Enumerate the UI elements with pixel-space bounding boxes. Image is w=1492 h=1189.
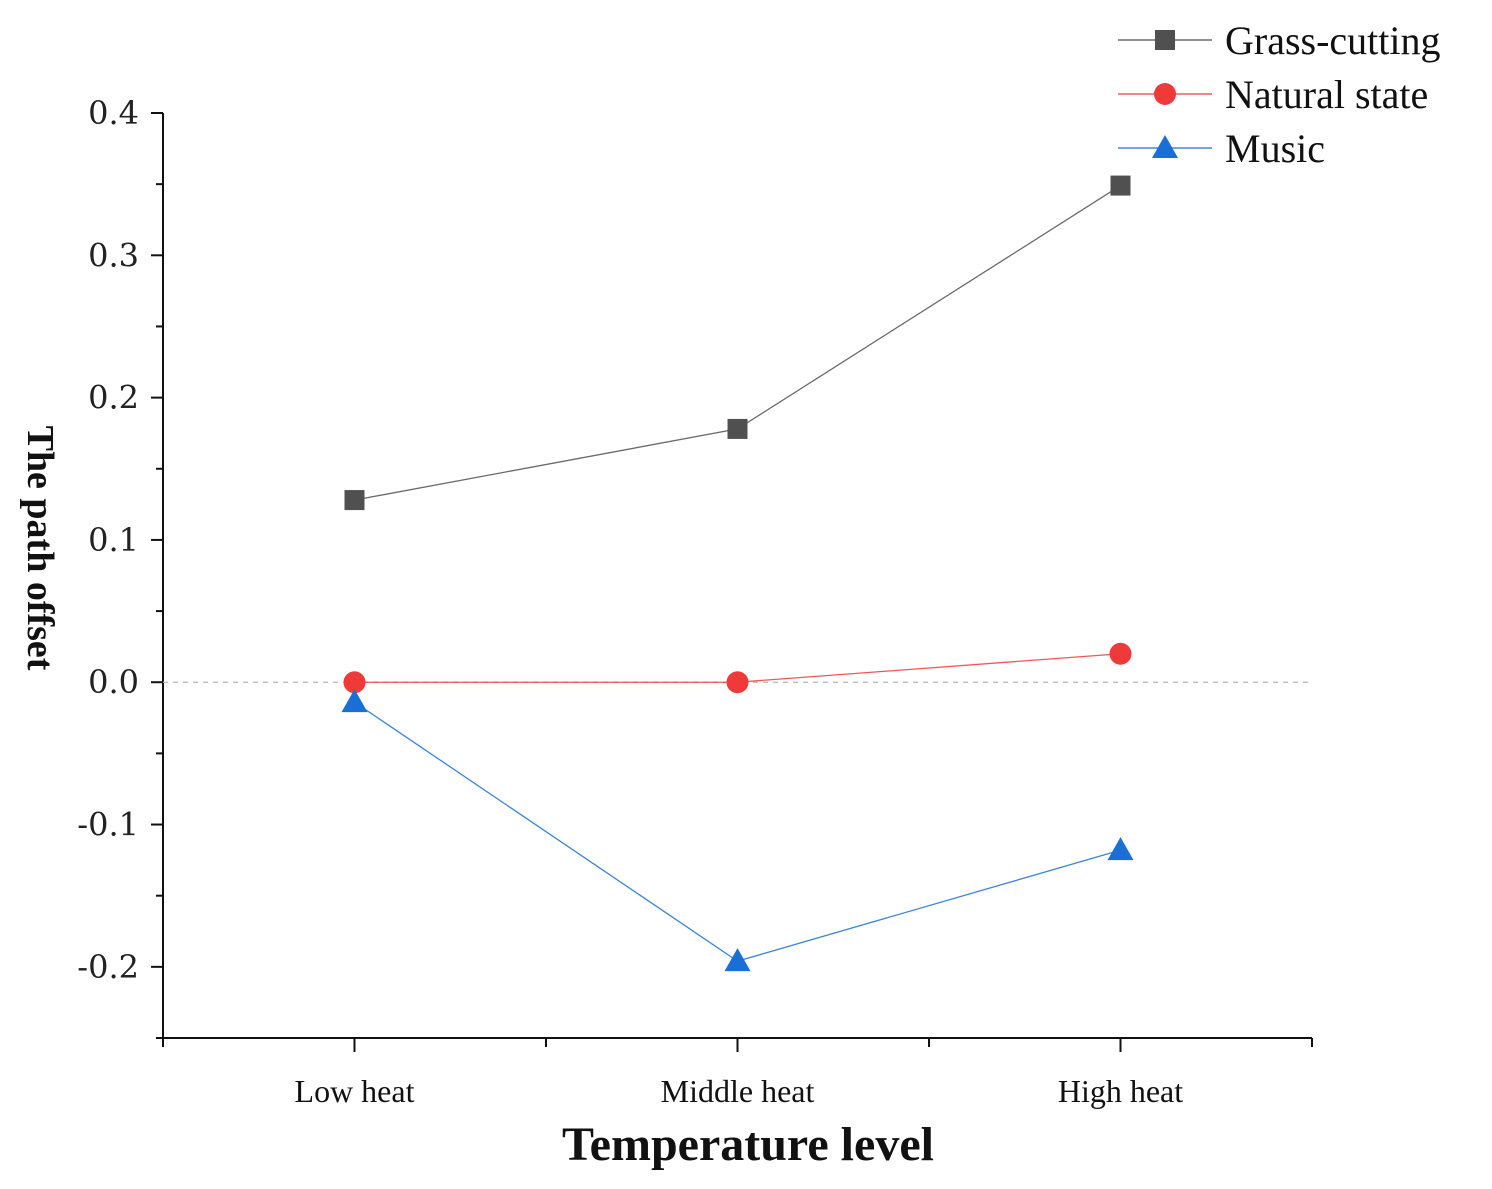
data-point-grass-cutting: [344, 490, 365, 511]
axes: [162, 113, 1312, 1039]
y-axis-title: The path offset: [19, 426, 61, 671]
ticks: -0.2 -0.1 0.0 0.1 0.2 0.3 0.4 Low heat Middle he…: [77, 94, 1313, 1109]
legend-marker-music: [1152, 135, 1178, 158]
y-tick-label: 0.0: [88, 663, 139, 701]
data-point-music: [341, 689, 368, 713]
data-point-grass-cutting: [1110, 175, 1131, 196]
legend-marker-grass-cutting: [1155, 30, 1175, 50]
legend-label-music: Music: [1225, 126, 1325, 171]
y-tick-label: 0.1: [88, 521, 139, 559]
y-tick-label: 0.3: [88, 236, 139, 274]
data-point-natural-state: [1109, 642, 1132, 665]
y-tick-label: -0.2: [77, 948, 139, 986]
x-tick-label: High heat: [1058, 1073, 1183, 1109]
series: [341, 175, 1134, 972]
y-tick-label: 0.2: [88, 379, 139, 417]
series-line-music: [354, 701, 1121, 962]
legend-label-natural-state: Natural state: [1225, 72, 1428, 117]
x-tick-label: Middle heat: [661, 1073, 815, 1109]
legend-label-grass-cutting: Grass-cutting: [1225, 18, 1441, 63]
legend-marker-natural-state: [1154, 83, 1176, 105]
legend: Grass-cutting Natural state Music: [1118, 18, 1441, 171]
x-tick-label: Low heat: [295, 1073, 415, 1109]
x-axis-title: Temperature level: [562, 1118, 934, 1171]
y-tick-label: 0.4: [88, 94, 139, 132]
data-point-music: [724, 948, 751, 972]
series-line-grass-cutting: [354, 185, 1121, 501]
data-point-grass-cutting: [727, 418, 748, 439]
data-point-natural-state: [726, 671, 749, 694]
data-point-music: [1107, 837, 1134, 861]
y-tick-label: -0.1: [77, 806, 139, 844]
data-point-natural-state: [343, 671, 366, 694]
